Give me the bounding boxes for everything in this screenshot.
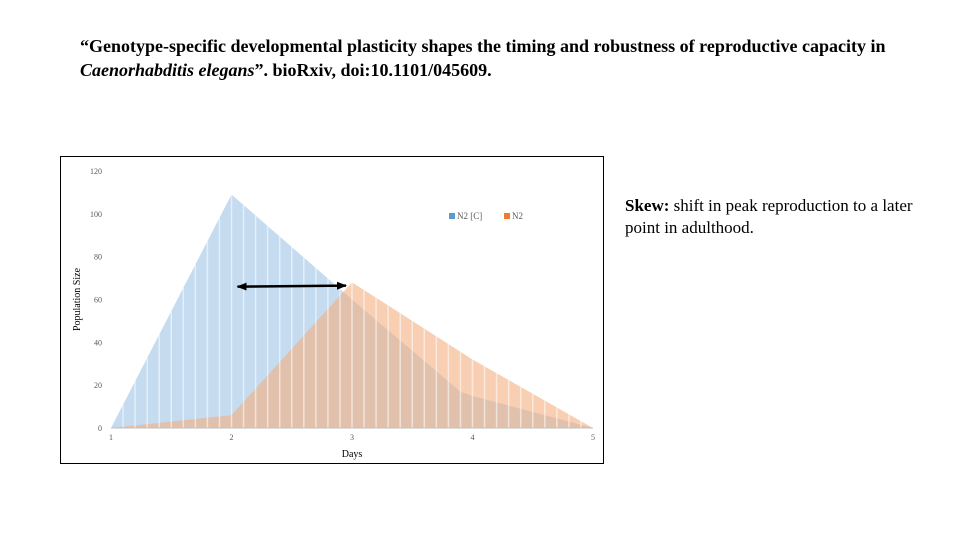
citation: “Genotype-specific developmental plastic…: [80, 34, 920, 82]
y-tick-label: 100: [90, 210, 102, 219]
legend-entry-0: N2 [C]: [457, 211, 482, 221]
legend-swatch-1: [504, 213, 510, 219]
y-tick-label: 120: [90, 167, 102, 176]
y-tick-label: 0: [98, 424, 102, 433]
skew-description: shift in peak reproduction to a later po…: [625, 196, 913, 237]
x-tick-label: 1: [109, 433, 113, 442]
x-tick-label: 3: [350, 433, 354, 442]
legend-entry-1: N2: [512, 211, 523, 221]
x-tick-label: 2: [230, 433, 234, 442]
skew-label: Skew:: [625, 196, 670, 215]
species-name: Caenorhabditis elegans: [80, 60, 255, 80]
legend-swatch-0: [449, 213, 455, 219]
y-tick-label: 20: [94, 381, 102, 390]
peak-shift-arrow: [236, 281, 347, 291]
y-tick-label: 80: [94, 253, 102, 262]
y-tick-label: 40: [94, 338, 102, 347]
population-chart: 0 20 40 60 80 100 120 1 2 3 4 5 Days Population Size N…: [72, 167, 595, 460]
y-axis-title: Population Size: [72, 267, 83, 331]
y-tick-label: 60: [94, 296, 102, 305]
skew-note: Skew: shift in peak reproduction to a la…: [625, 195, 925, 239]
citation-text: “Genotype-specific developmental plastic…: [80, 36, 886, 56]
x-tick-label: 5: [591, 433, 595, 442]
x-axis-title: Days: [342, 449, 363, 460]
chart-area: 0 20 40 60 80 100 120 1 2 3 4 5 Days Population Size N…: [60, 156, 604, 464]
x-tick-label: 4: [471, 433, 475, 442]
citation-text-end: ”. bioRxiv, doi:10.1101/045609.: [254, 60, 492, 80]
